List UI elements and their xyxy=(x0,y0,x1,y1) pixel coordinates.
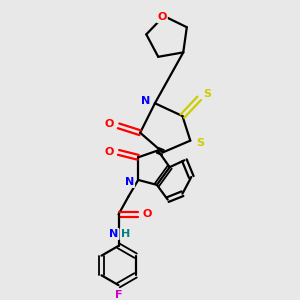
Text: S: S xyxy=(196,138,204,148)
Text: O: O xyxy=(157,12,167,22)
Text: S: S xyxy=(203,89,211,99)
Text: F: F xyxy=(115,290,122,300)
Text: O: O xyxy=(105,147,114,158)
Text: N: N xyxy=(141,96,151,106)
Text: O: O xyxy=(105,119,114,129)
Text: H: H xyxy=(121,229,130,239)
Text: O: O xyxy=(142,209,152,219)
Text: N: N xyxy=(125,177,134,187)
Text: N: N xyxy=(109,229,118,239)
